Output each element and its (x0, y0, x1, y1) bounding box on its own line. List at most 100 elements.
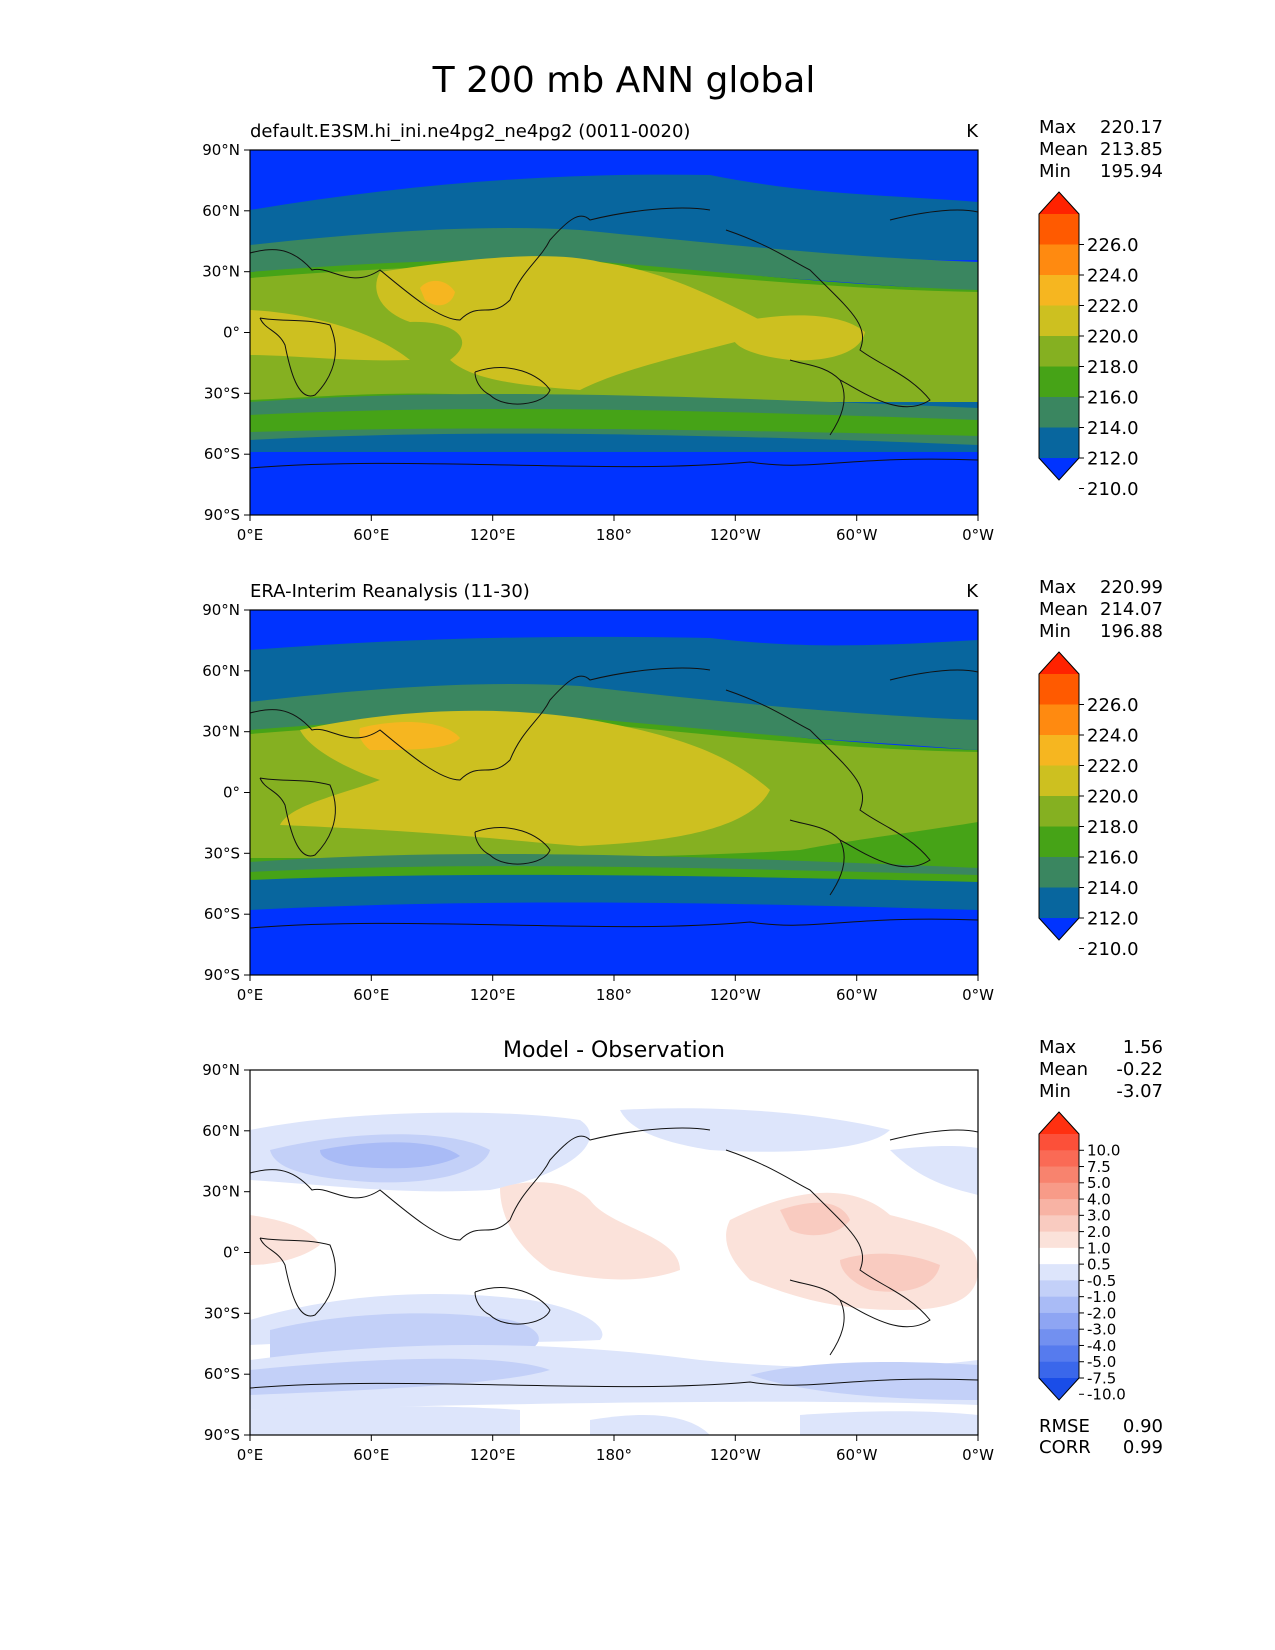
stat-value: 195.94 (1100, 161, 1163, 182)
panel-left-title: default.E3SM.hi_ini.ne4pg2_ne4pg2 (0011-… (250, 121, 690, 142)
colorbar-label: 218.0 (1087, 817, 1139, 838)
colorbar-extend-max (1039, 652, 1079, 674)
colorbar-segment (1039, 397, 1079, 429)
panel-difference: Model - Observation (202, 1037, 1163, 1464)
colorbar-segment (1039, 244, 1079, 276)
panel-test: default.E3SM.hi_ini.ne4pg2_ne4pg2 (0011-… (202, 117, 1163, 544)
colorbar-segment (1039, 1134, 1079, 1151)
colorbar-segment (1039, 674, 1079, 706)
colorbar-extend-min (1039, 1378, 1079, 1400)
x-tick-label: 0°E (237, 1446, 264, 1464)
colorbar-label: 212.0 (1087, 908, 1139, 929)
colorbar-label: 226.0 (1087, 235, 1139, 256)
colorbar-segment (1039, 1199, 1079, 1216)
x-tick-label: 180° (596, 986, 632, 1004)
panel-units: K (966, 581, 979, 602)
colorbar-difference: 10.07.55.04.03.02.01.00.5-0.5-1.0-2.0-3.… (1038, 1111, 1126, 1404)
colorbar-label: 212.0 (1087, 448, 1139, 469)
x-tick-label: 120°E (470, 986, 516, 1004)
colorbar-label: 220.0 (1087, 786, 1139, 807)
stat-label: Mean (1039, 1059, 1088, 1080)
colorbar-label: 216.0 (1087, 847, 1139, 868)
stat-value: 196.88 (1100, 621, 1163, 642)
colorbar-extend-max (1039, 1112, 1079, 1134)
colorbar-segment (1039, 765, 1079, 797)
stat-label: Min (1039, 161, 1071, 182)
y-tick-label: 90°S (204, 966, 240, 984)
colorbar-segment (1039, 1182, 1079, 1200)
x-tick-label: 60°E (353, 986, 389, 1004)
colorbar-label: 224.0 (1087, 265, 1139, 286)
y-tick-label: 30°S (204, 844, 240, 862)
x-tick-label: 0°W (962, 526, 994, 544)
x-tick-label: 60°W (836, 1446, 878, 1464)
x-tick-label: 60°E (353, 1446, 389, 1464)
stat-label: Mean (1039, 599, 1088, 620)
colorbar-label: -0.5 (1087, 1272, 1116, 1290)
panel-units: K (966, 121, 979, 142)
colorbar-label: 214.0 (1087, 878, 1139, 899)
map-reference (249, 609, 979, 976)
x-tick-label: 60°E (353, 526, 389, 544)
x-tick-label: 60°W (836, 986, 878, 1004)
colorbar-segment (1039, 1361, 1079, 1379)
y-tick-label: 90°S (204, 506, 240, 524)
x-tick-label: 180° (596, 526, 632, 544)
colorbar-label: 210.0 (1087, 479, 1139, 500)
y-tick-label: 30°N (202, 263, 240, 281)
stats-difference: Max 1.56 Mean -0.22 Min -3.07 (1039, 1037, 1163, 1102)
metrics-difference: RMSE 0.90 CORR 0.99 (1039, 1416, 1163, 1458)
map-test (249, 149, 979, 516)
colorbar-label: 2.0 (1087, 1223, 1111, 1241)
x-tick-label: 120°E (470, 526, 516, 544)
colorbar-segment (1039, 366, 1079, 398)
x-tick-label: 120°E (470, 1446, 516, 1464)
stat-label: Max (1039, 1037, 1077, 1058)
colorbar-label: 10.0 (1087, 1142, 1120, 1160)
x-tick-label: 180° (596, 1446, 632, 1464)
colorbar-label: 214.0 (1087, 418, 1139, 439)
stat-label: Min (1039, 621, 1071, 642)
stat-label: Max (1039, 117, 1077, 138)
axis-ticks-reference: 0°E 60°E 120°E 180° 120°W 60°W 0°W 90°N … (202, 601, 994, 1004)
colorbar-segment (1039, 305, 1079, 337)
colorbar-segment (1039, 1329, 1079, 1347)
colorbar-label: -7.5 (1087, 1369, 1116, 1387)
stat-value: -0.22 (1116, 1059, 1163, 1080)
y-tick-label: 90°N (202, 141, 240, 159)
colorbar-label: -4.0 (1087, 1337, 1116, 1355)
colorbar-segment (1039, 887, 1079, 919)
x-tick-label: 120°W (710, 1446, 761, 1464)
colorbar-segment (1039, 857, 1079, 889)
stat-label: Max (1039, 577, 1077, 598)
y-tick-label: 30°N (202, 723, 240, 741)
stat-value: 214.07 (1100, 599, 1163, 620)
y-tick-label: 90°S (204, 1426, 240, 1444)
rmse-value: 0.90 (1123, 1416, 1163, 1437)
colorbar-segment (1039, 1296, 1079, 1314)
colorbar-label: -2.0 (1087, 1304, 1116, 1322)
colorbar-segment (1039, 1150, 1079, 1168)
colorbar-label: 222.0 (1087, 756, 1139, 777)
y-tick-label: 30°S (204, 384, 240, 402)
colorbar-segment (1039, 1345, 1079, 1363)
colorbar-segment (1039, 275, 1079, 307)
y-tick-label: 60°S (204, 445, 240, 463)
stat-value: -3.07 (1116, 1081, 1163, 1102)
colorbar-label: 210.0 (1087, 939, 1139, 960)
panel-left-title: ERA-Interim Reanalysis (11-30) (250, 581, 530, 602)
colorbar-segment (1039, 735, 1079, 767)
y-tick-label: 60°N (202, 202, 240, 220)
y-tick-label: 60°N (202, 1122, 240, 1140)
colorbar-segment (1039, 1247, 1079, 1265)
y-tick-label: 30°N (202, 1183, 240, 1201)
colorbar-extend-max (1039, 192, 1079, 214)
colorbar-label: 1.0 (1087, 1239, 1111, 1257)
colorbar-label: 220.0 (1087, 326, 1139, 347)
stat-value: 1.56 (1123, 1037, 1163, 1058)
colorbar-segment (1039, 1312, 1079, 1330)
x-tick-label: 120°W (710, 986, 761, 1004)
colorbar-segment (1039, 427, 1079, 459)
x-tick-label: 60°W (836, 526, 878, 544)
x-tick-label: 0°W (962, 1446, 994, 1464)
